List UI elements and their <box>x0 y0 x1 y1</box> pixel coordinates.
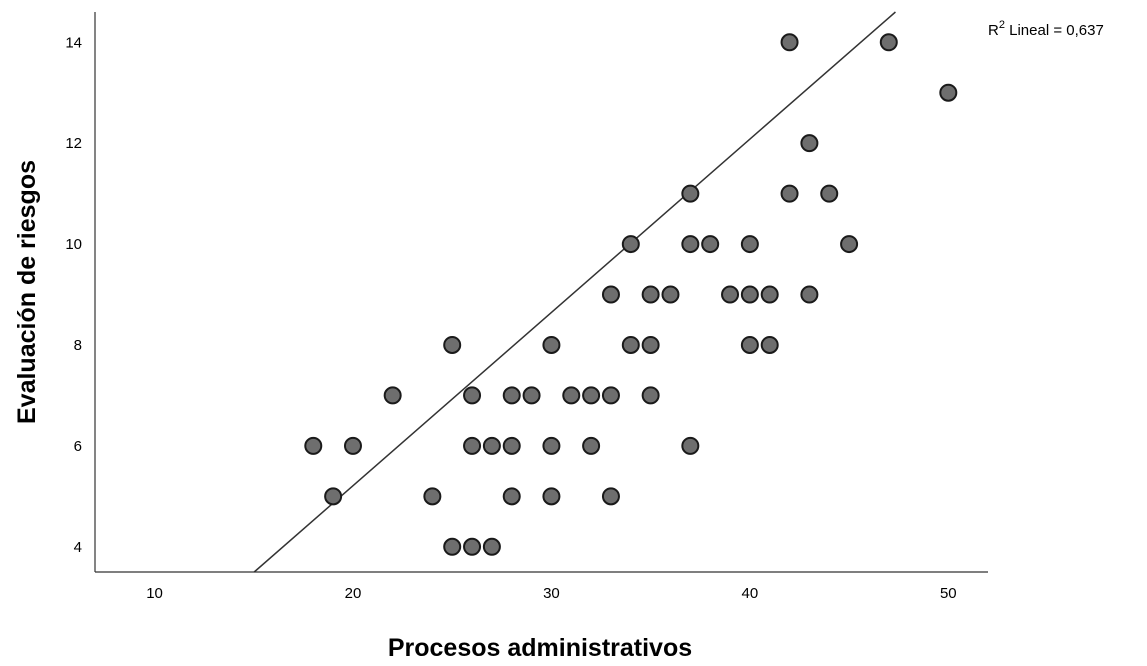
x-tick-label: 40 <box>742 585 759 602</box>
r-squared-suffix: Lineal = 0,637 <box>1005 22 1104 39</box>
fit-line <box>253 11 896 573</box>
data-point <box>443 537 462 556</box>
data-point <box>740 235 759 254</box>
x-tick-label: 30 <box>543 585 560 602</box>
y-axis-title: Evaluación de riesgos <box>13 160 41 424</box>
x-tick-label: 20 <box>345 585 362 602</box>
data-point <box>443 335 462 354</box>
r-squared-superscript: 2 <box>999 19 1005 31</box>
x-tick-label: 50 <box>940 585 957 602</box>
data-point <box>681 436 700 455</box>
data-point <box>463 386 482 405</box>
data-point <box>939 83 958 102</box>
data-point <box>840 235 859 254</box>
data-point <box>304 436 323 455</box>
data-point <box>661 285 680 304</box>
data-point <box>463 537 482 556</box>
data-point <box>681 235 700 254</box>
data-point <box>542 487 561 506</box>
y-tick-label: 6 <box>74 438 82 455</box>
data-point <box>601 285 620 304</box>
axes <box>94 12 988 573</box>
data-point <box>760 285 779 304</box>
data-point <box>423 487 442 506</box>
data-point <box>740 335 759 354</box>
data-point <box>820 184 839 203</box>
r-squared-label: R2 Lineal = 0,637 <box>988 19 1104 39</box>
data-point <box>582 386 601 405</box>
r-squared-prefix: R <box>988 22 999 39</box>
data-point <box>383 386 402 405</box>
data-point <box>502 436 521 455</box>
data-point <box>582 436 601 455</box>
tick-labels: 10 20 30 40 50 4 6 8 10 12 14 <box>65 34 956 602</box>
data-point <box>482 537 501 556</box>
y-tick-label: 10 <box>65 236 82 253</box>
y-tick-label: 14 <box>65 34 82 51</box>
data-point <box>681 184 700 203</box>
data-point <box>800 134 819 153</box>
x-tick-label: 10 <box>146 585 163 602</box>
data-point <box>721 285 740 304</box>
fit-line-group <box>253 11 896 573</box>
data-point <box>641 285 660 304</box>
data-point <box>800 285 819 304</box>
data-point <box>780 33 799 52</box>
data-point <box>780 184 799 203</box>
data-point <box>542 335 561 354</box>
data-point <box>641 335 660 354</box>
data-point <box>343 436 362 455</box>
data-point <box>463 436 482 455</box>
x-axis-title: Procesos administrativos <box>388 634 692 661</box>
data-point <box>542 436 561 455</box>
data-point <box>324 487 343 506</box>
data-point <box>760 335 779 354</box>
data-points <box>304 33 958 556</box>
data-point <box>701 235 720 254</box>
data-point <box>522 386 541 405</box>
y-tick-label: 4 <box>74 539 82 556</box>
data-point <box>621 235 640 254</box>
data-point <box>641 386 660 405</box>
data-point <box>482 436 501 455</box>
data-point <box>879 33 898 52</box>
data-point <box>601 487 620 506</box>
y-tick-label: 12 <box>65 135 82 152</box>
data-point <box>740 285 759 304</box>
data-point <box>502 487 521 506</box>
data-point <box>562 386 581 405</box>
data-point <box>621 335 640 354</box>
y-tick-label: 8 <box>74 337 82 354</box>
data-point <box>601 386 620 405</box>
data-point <box>502 386 521 405</box>
